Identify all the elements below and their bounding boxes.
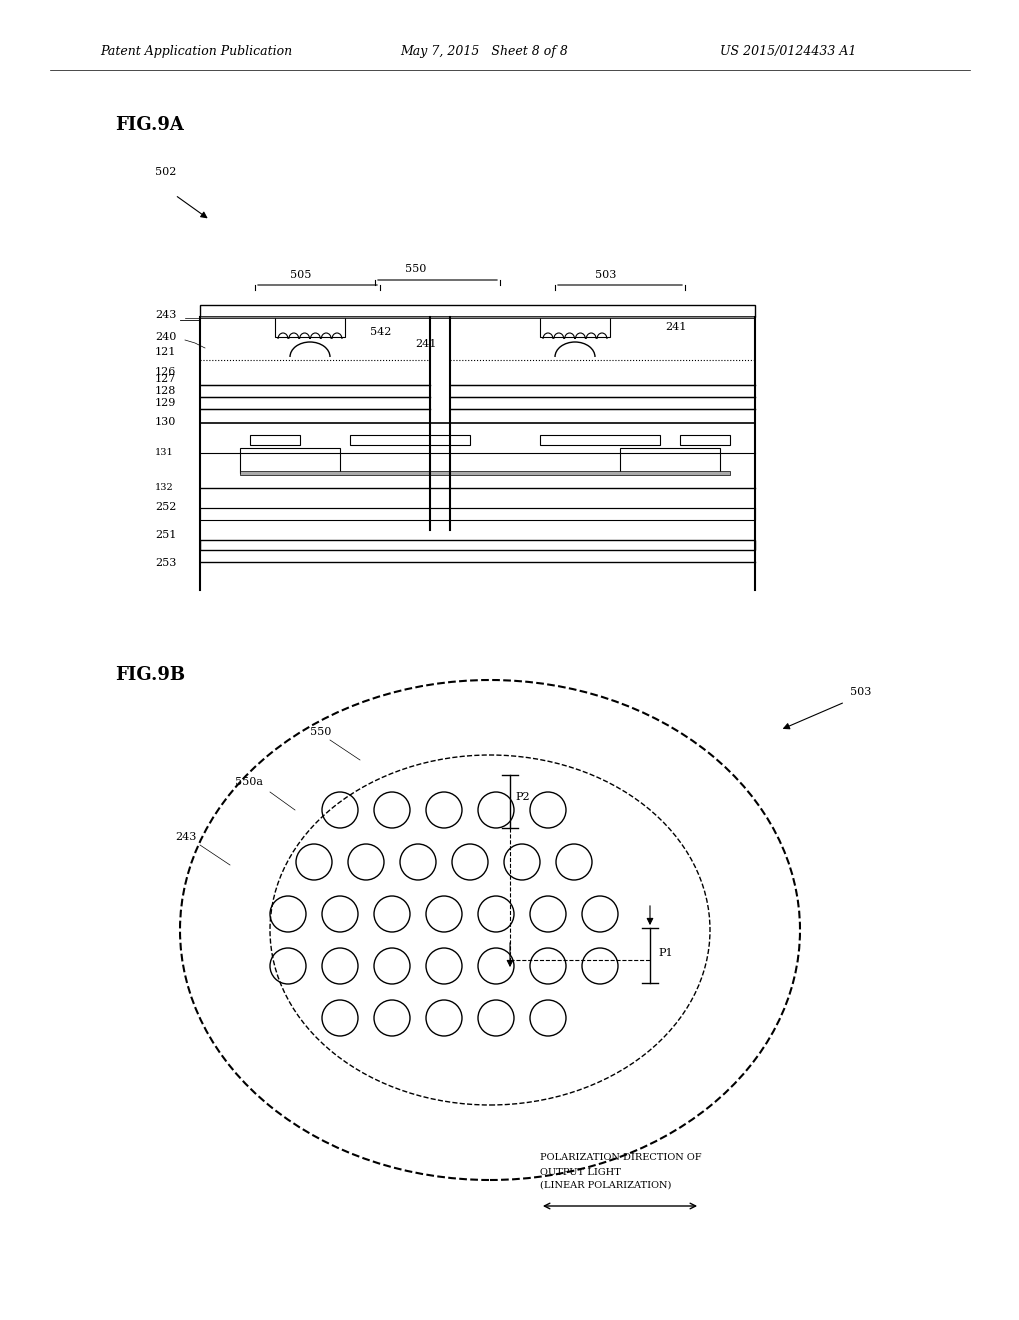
Text: 131: 131 (155, 447, 173, 457)
Text: FIG.9A: FIG.9A (115, 116, 183, 135)
Text: 129: 129 (155, 399, 176, 408)
Text: 505: 505 (289, 271, 311, 280)
Text: OUTPUT LIGHT: OUTPUT LIGHT (539, 1168, 621, 1177)
Bar (200, 540, 754, 550)
Text: 550: 550 (405, 264, 426, 275)
Text: 243: 243 (155, 310, 176, 319)
Text: 127: 127 (155, 374, 176, 384)
Text: 251: 251 (155, 531, 176, 540)
Text: 503: 503 (594, 271, 615, 280)
Bar (350, 436, 470, 445)
Bar (539, 436, 659, 445)
Text: 132: 132 (155, 483, 173, 492)
Bar (680, 436, 730, 445)
Text: 550a: 550a (234, 777, 263, 787)
Bar (200, 315, 754, 318)
Bar (539, 317, 609, 337)
Bar (250, 436, 300, 445)
Text: May 7, 2015   Sheet 8 of 8: May 7, 2015 Sheet 8 of 8 (399, 45, 568, 58)
Text: 126: 126 (155, 367, 176, 378)
Text: 243: 243 (175, 832, 197, 842)
Text: US 2015/0124433 A1: US 2015/0124433 A1 (719, 45, 856, 58)
Text: 253: 253 (155, 558, 176, 568)
Text: 128: 128 (155, 385, 176, 396)
Bar (239, 447, 339, 473)
Bar (200, 508, 754, 520)
Text: POLARIZATION DIRECTION OF: POLARIZATION DIRECTION OF (539, 1152, 701, 1162)
Text: P1: P1 (657, 948, 672, 958)
Text: P2: P2 (515, 792, 529, 803)
Text: 240: 240 (155, 333, 176, 342)
Bar (275, 317, 344, 337)
Text: 241: 241 (415, 339, 436, 348)
Text: 502: 502 (155, 168, 176, 177)
Text: 550: 550 (310, 727, 331, 737)
Text: 241: 241 (664, 322, 686, 333)
Text: 503: 503 (849, 686, 870, 697)
Bar (239, 471, 730, 475)
Text: (LINEAR POLARIZATION): (LINEAR POLARIZATION) (539, 1181, 671, 1191)
Text: 542: 542 (370, 327, 391, 337)
Text: Patent Application Publication: Patent Application Publication (100, 45, 291, 58)
Bar (620, 447, 719, 473)
Text: 130: 130 (155, 417, 176, 426)
Text: 121: 121 (155, 347, 176, 356)
Text: FIG.9B: FIG.9B (115, 667, 184, 684)
Text: 252: 252 (155, 502, 176, 512)
